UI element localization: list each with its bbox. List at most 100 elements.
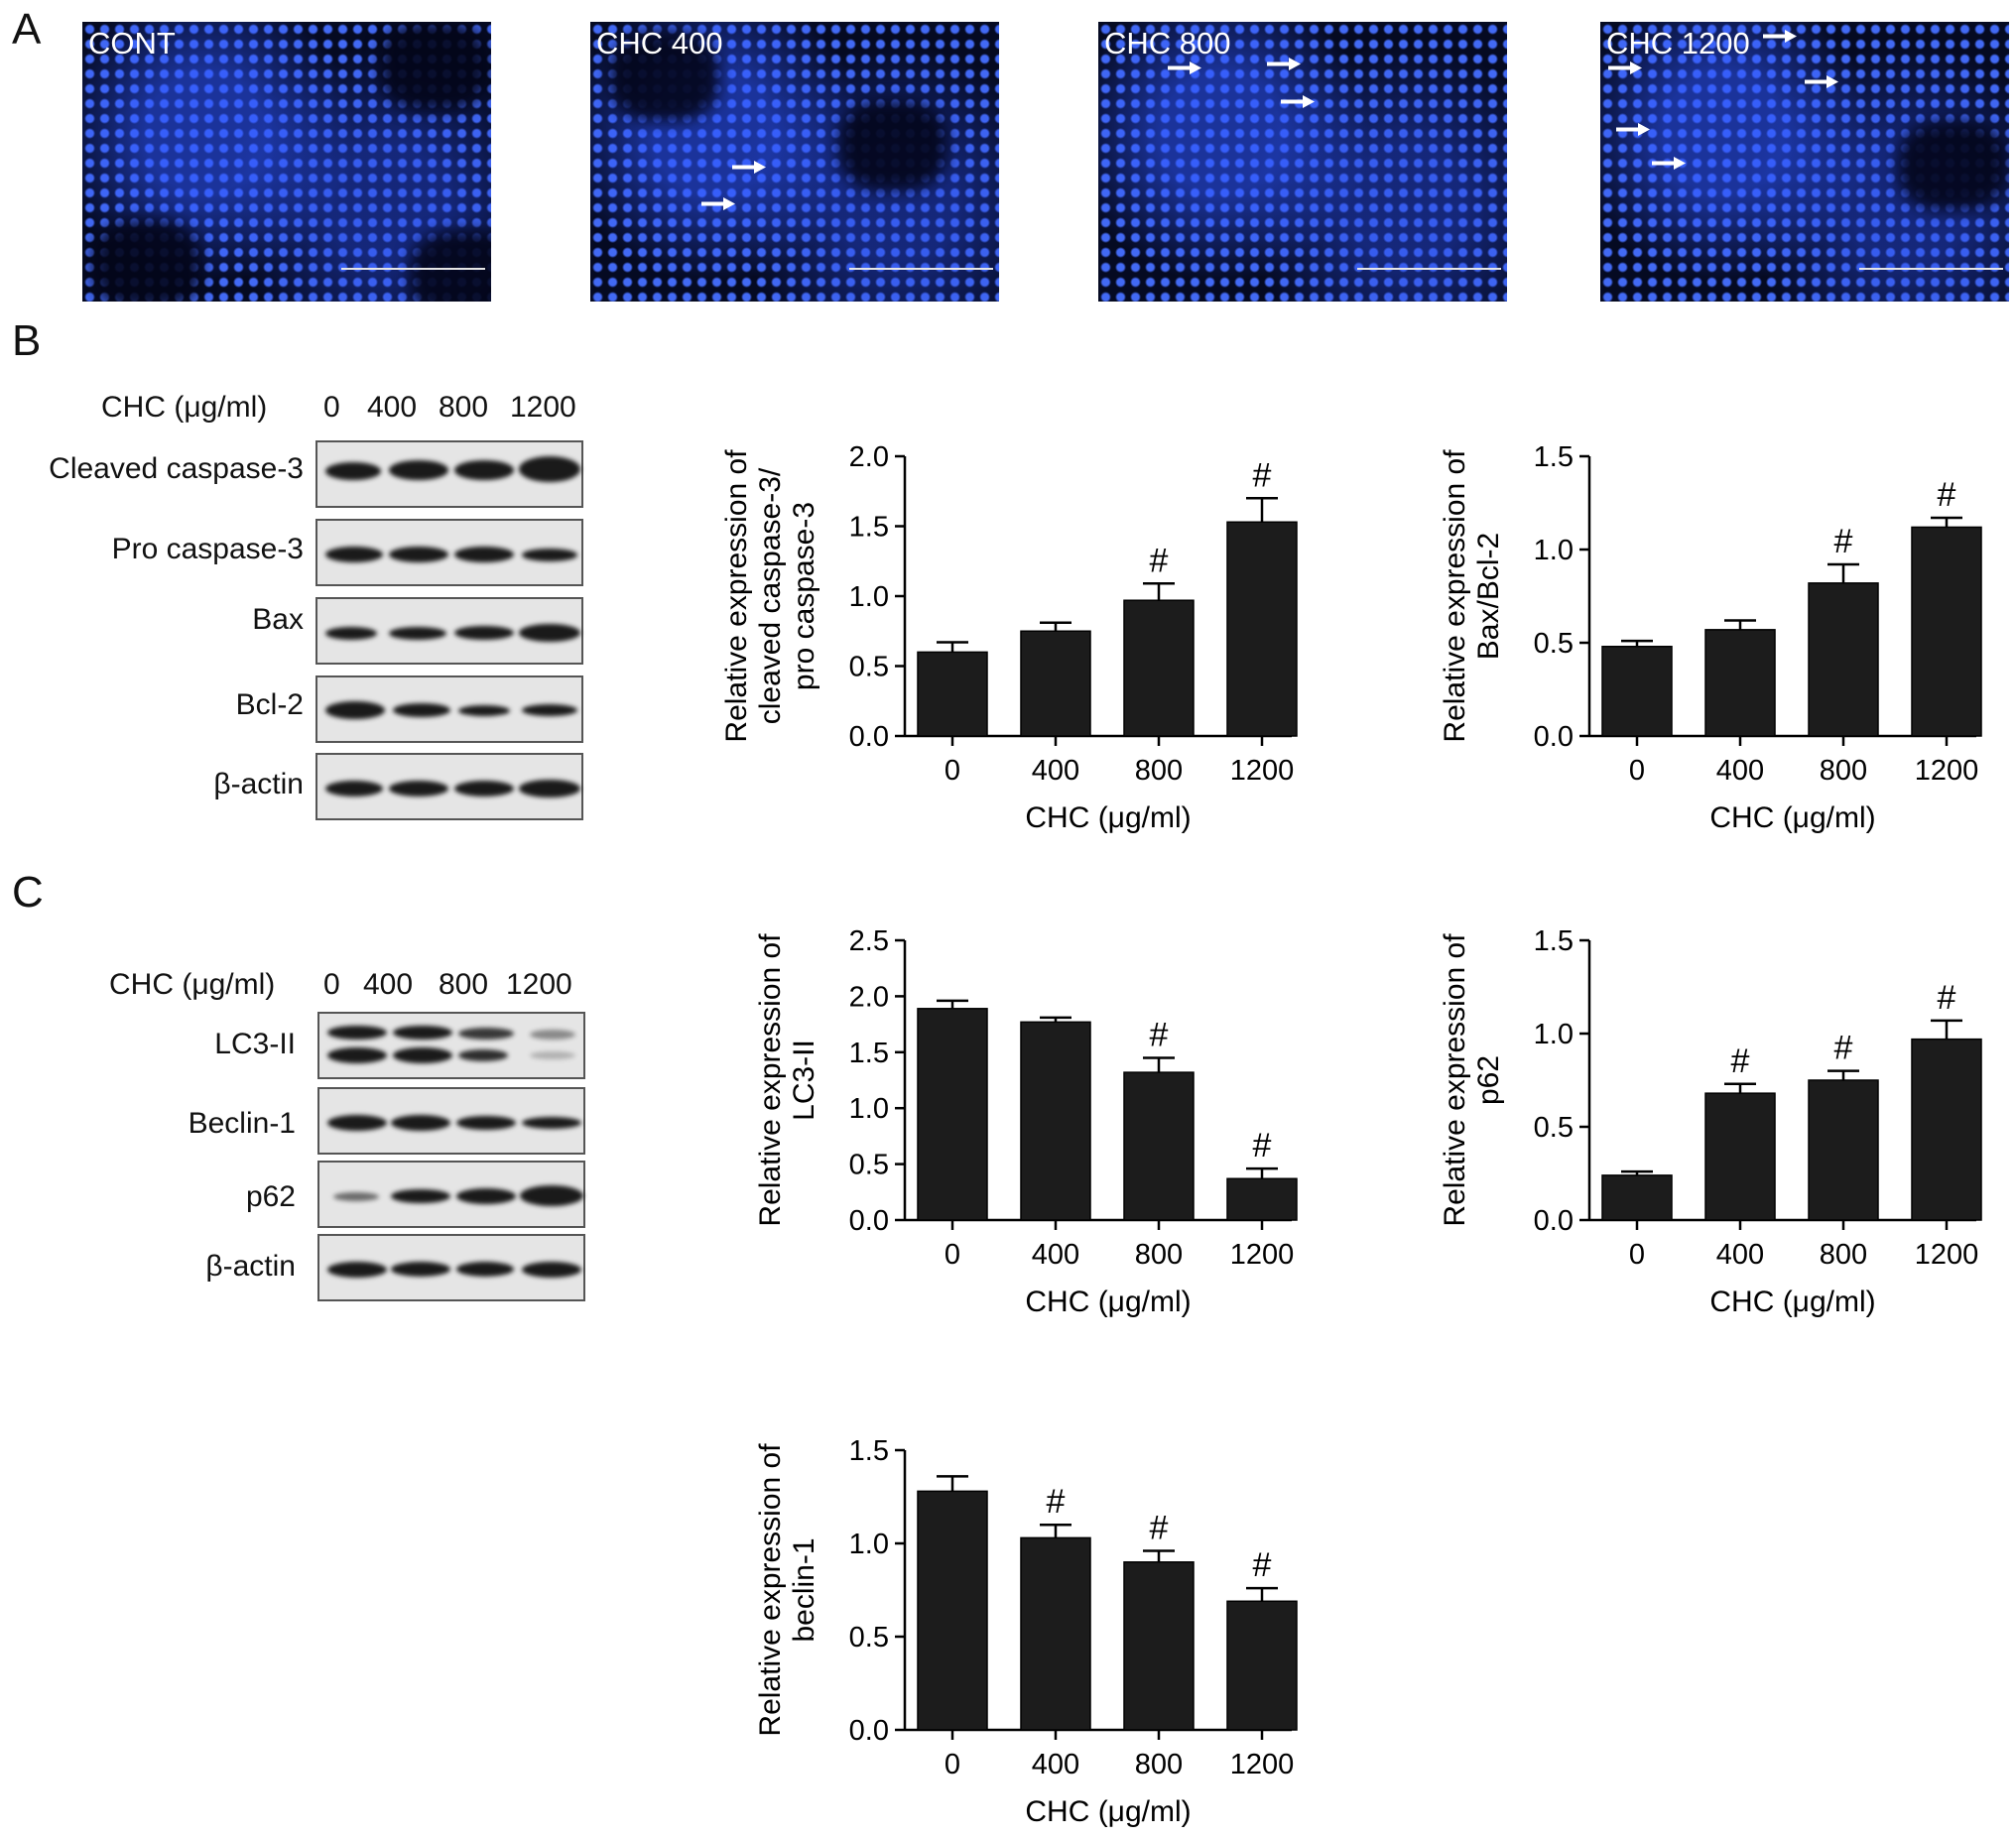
arrow-icon — [1616, 123, 1650, 136]
significance-marker: # — [1253, 456, 1272, 494]
y-tick-label: 1.5 — [849, 1038, 889, 1069]
x-tick-label: 1200 — [1230, 1239, 1295, 1271]
micrograph-label: CHC 400 — [596, 26, 723, 61]
y-tick-label: 1.5 — [849, 1435, 889, 1467]
chart-cleaved-caspase3-ratio: 0.0 0.5 1.0 1.5 2.0 0 400 #800 #1200 CHC (μg/ml) R… — [720, 441, 1298, 834]
scale-bar — [341, 268, 485, 270]
x-tick-label: 800 — [1135, 755, 1183, 787]
y-axis-label: Relative expression of — [754, 933, 787, 1227]
significance-marker: # — [1150, 1510, 1169, 1547]
y-axis-label: pro caspase-3 — [788, 502, 820, 690]
bar — [1123, 1071, 1195, 1221]
blot-row — [315, 440, 583, 508]
chart-lc3-ii: 0.0 0.5 1.0 1.5 2.0 2.5 0 400 #800 #1200 CHC (μg/m… — [754, 925, 1298, 1318]
scale-bar — [1357, 268, 1501, 270]
micrograph-chc-1200: CHC 1200 — [1600, 22, 2009, 302]
y-axis-label: Bax/Bcl-2 — [1472, 533, 1505, 660]
y-tick-label: 0.5 — [849, 1622, 889, 1654]
x-tick-label: 800 — [1820, 1239, 1867, 1271]
y-tick-label: 1.5 — [1534, 925, 1574, 957]
y-tick-label: 0.0 — [849, 1205, 889, 1237]
bar — [1808, 582, 1879, 737]
significance-marker: # — [1938, 979, 1956, 1017]
chart-bax-bcl2-ratio: 0.0 0.5 1.0 1.5 0 400 #800 #1200 CHC (μg/ml) Rela… — [1439, 441, 1982, 834]
blot-row — [317, 1087, 585, 1155]
y-tick-label: 0.0 — [1534, 1205, 1574, 1237]
bar — [1601, 1174, 1673, 1221]
x-tick-label: 1200 — [1915, 755, 1979, 787]
micrograph-chc-400: CHC 400 — [590, 22, 999, 302]
blot-lane-label: 800 — [439, 968, 489, 1001]
y-axis-label: Relative expression of — [720, 449, 753, 743]
bar — [1808, 1079, 1879, 1221]
blot-lane-label: 400 — [367, 391, 418, 424]
y-tick-label: 0.5 — [849, 1150, 889, 1181]
micrograph-label: CHC 1200 — [1606, 26, 1750, 61]
micrograph-label: CHC 800 — [1104, 26, 1231, 61]
y-tick-label: 2.0 — [849, 981, 889, 1013]
x-tick-label: 800 — [1820, 755, 1867, 787]
blot-row-label: β-actin — [213, 768, 304, 800]
significance-marker: # — [1253, 1127, 1272, 1165]
x-tick-label: 800 — [1135, 1749, 1183, 1780]
blot-row-label: p62 — [245, 1180, 296, 1213]
y-tick-label: 1.0 — [1534, 1019, 1574, 1050]
y-tick-label: 2.5 — [849, 925, 889, 957]
x-axis-label: CHC (μg/ml) — [1709, 801, 1875, 834]
blot-lane-label: 400 — [363, 968, 414, 1001]
blot-row-label: β-actin — [205, 1250, 296, 1283]
arrow-icon — [732, 161, 766, 174]
bar — [1020, 1021, 1091, 1221]
bar — [1704, 1092, 1776, 1221]
blot-row-label: Pro caspase-3 — [111, 533, 304, 565]
arrow-icon — [1168, 61, 1201, 74]
x-tick-label: 400 — [1032, 755, 1079, 787]
y-tick-label: 1.5 — [1534, 441, 1574, 473]
arrow-icon — [701, 197, 735, 210]
significance-marker: # — [1150, 542, 1169, 579]
arrow-icon — [1281, 95, 1315, 108]
arrow-icon — [1267, 58, 1301, 70]
x-tick-label: 0 — [1629, 755, 1645, 787]
significance-marker: # — [1253, 1546, 1272, 1584]
bar — [1123, 599, 1195, 737]
x-axis-label: CHC (μg/ml) — [1709, 1286, 1875, 1318]
arrow-icon — [1805, 75, 1838, 88]
bar — [1226, 1600, 1298, 1731]
micrograph-chc-800: CHC 800 — [1098, 22, 1507, 302]
significance-marker: # — [1938, 476, 1956, 514]
y-axis-label: LC3-II — [788, 1040, 820, 1121]
blot-lane-label: 1200 — [510, 391, 576, 424]
bar — [1226, 1177, 1298, 1221]
x-tick-label: 400 — [1032, 1239, 1079, 1271]
chart-beclin-1: 0.0 0.5 1.0 1.5 0 #400 #800 #1200 CHC (μg/ml) Rel… — [754, 1435, 1298, 1828]
y-tick-label: 2.0 — [849, 441, 889, 473]
bar — [1704, 629, 1776, 737]
bar — [1020, 630, 1091, 737]
chart-p62: 0.0 0.5 1.0 1.5 0 #400 #800 #1200 CHC (μg/ml) Rel… — [1439, 925, 1982, 1318]
y-tick-label: 1.0 — [1534, 535, 1574, 566]
y-tick-label: 1.0 — [849, 1529, 889, 1560]
y-axis-label: p62 — [1472, 1055, 1505, 1105]
y-tick-label: 1.0 — [849, 1093, 889, 1125]
blot-lane-label: 0 — [323, 968, 340, 1001]
y-axis-label: beclin-1 — [788, 1537, 820, 1642]
y-tick-label: 1.0 — [849, 581, 889, 613]
blot-header-label: CHC (μg/ml) — [109, 968, 276, 1001]
scale-bar — [1859, 268, 2003, 270]
y-tick-label: 0.0 — [849, 721, 889, 753]
y-tick-label: 0.0 — [1534, 721, 1574, 753]
y-axis-label: cleaved caspase-3/ — [754, 467, 787, 724]
blot-lane-label: 0 — [323, 391, 340, 424]
micrograph-cont: CONT — [82, 22, 491, 302]
blot-lane-label: 1200 — [506, 968, 572, 1001]
bar — [917, 1490, 988, 1731]
scale-bar — [849, 268, 993, 270]
x-tick-label: 800 — [1135, 1239, 1183, 1271]
significance-marker: # — [1834, 523, 1853, 560]
micrograph-label: CONT — [88, 26, 176, 61]
x-tick-label: 400 — [1716, 755, 1764, 787]
x-axis-label: CHC (μg/ml) — [1025, 801, 1191, 834]
bar — [917, 1008, 988, 1221]
x-tick-label: 0 — [945, 755, 960, 787]
